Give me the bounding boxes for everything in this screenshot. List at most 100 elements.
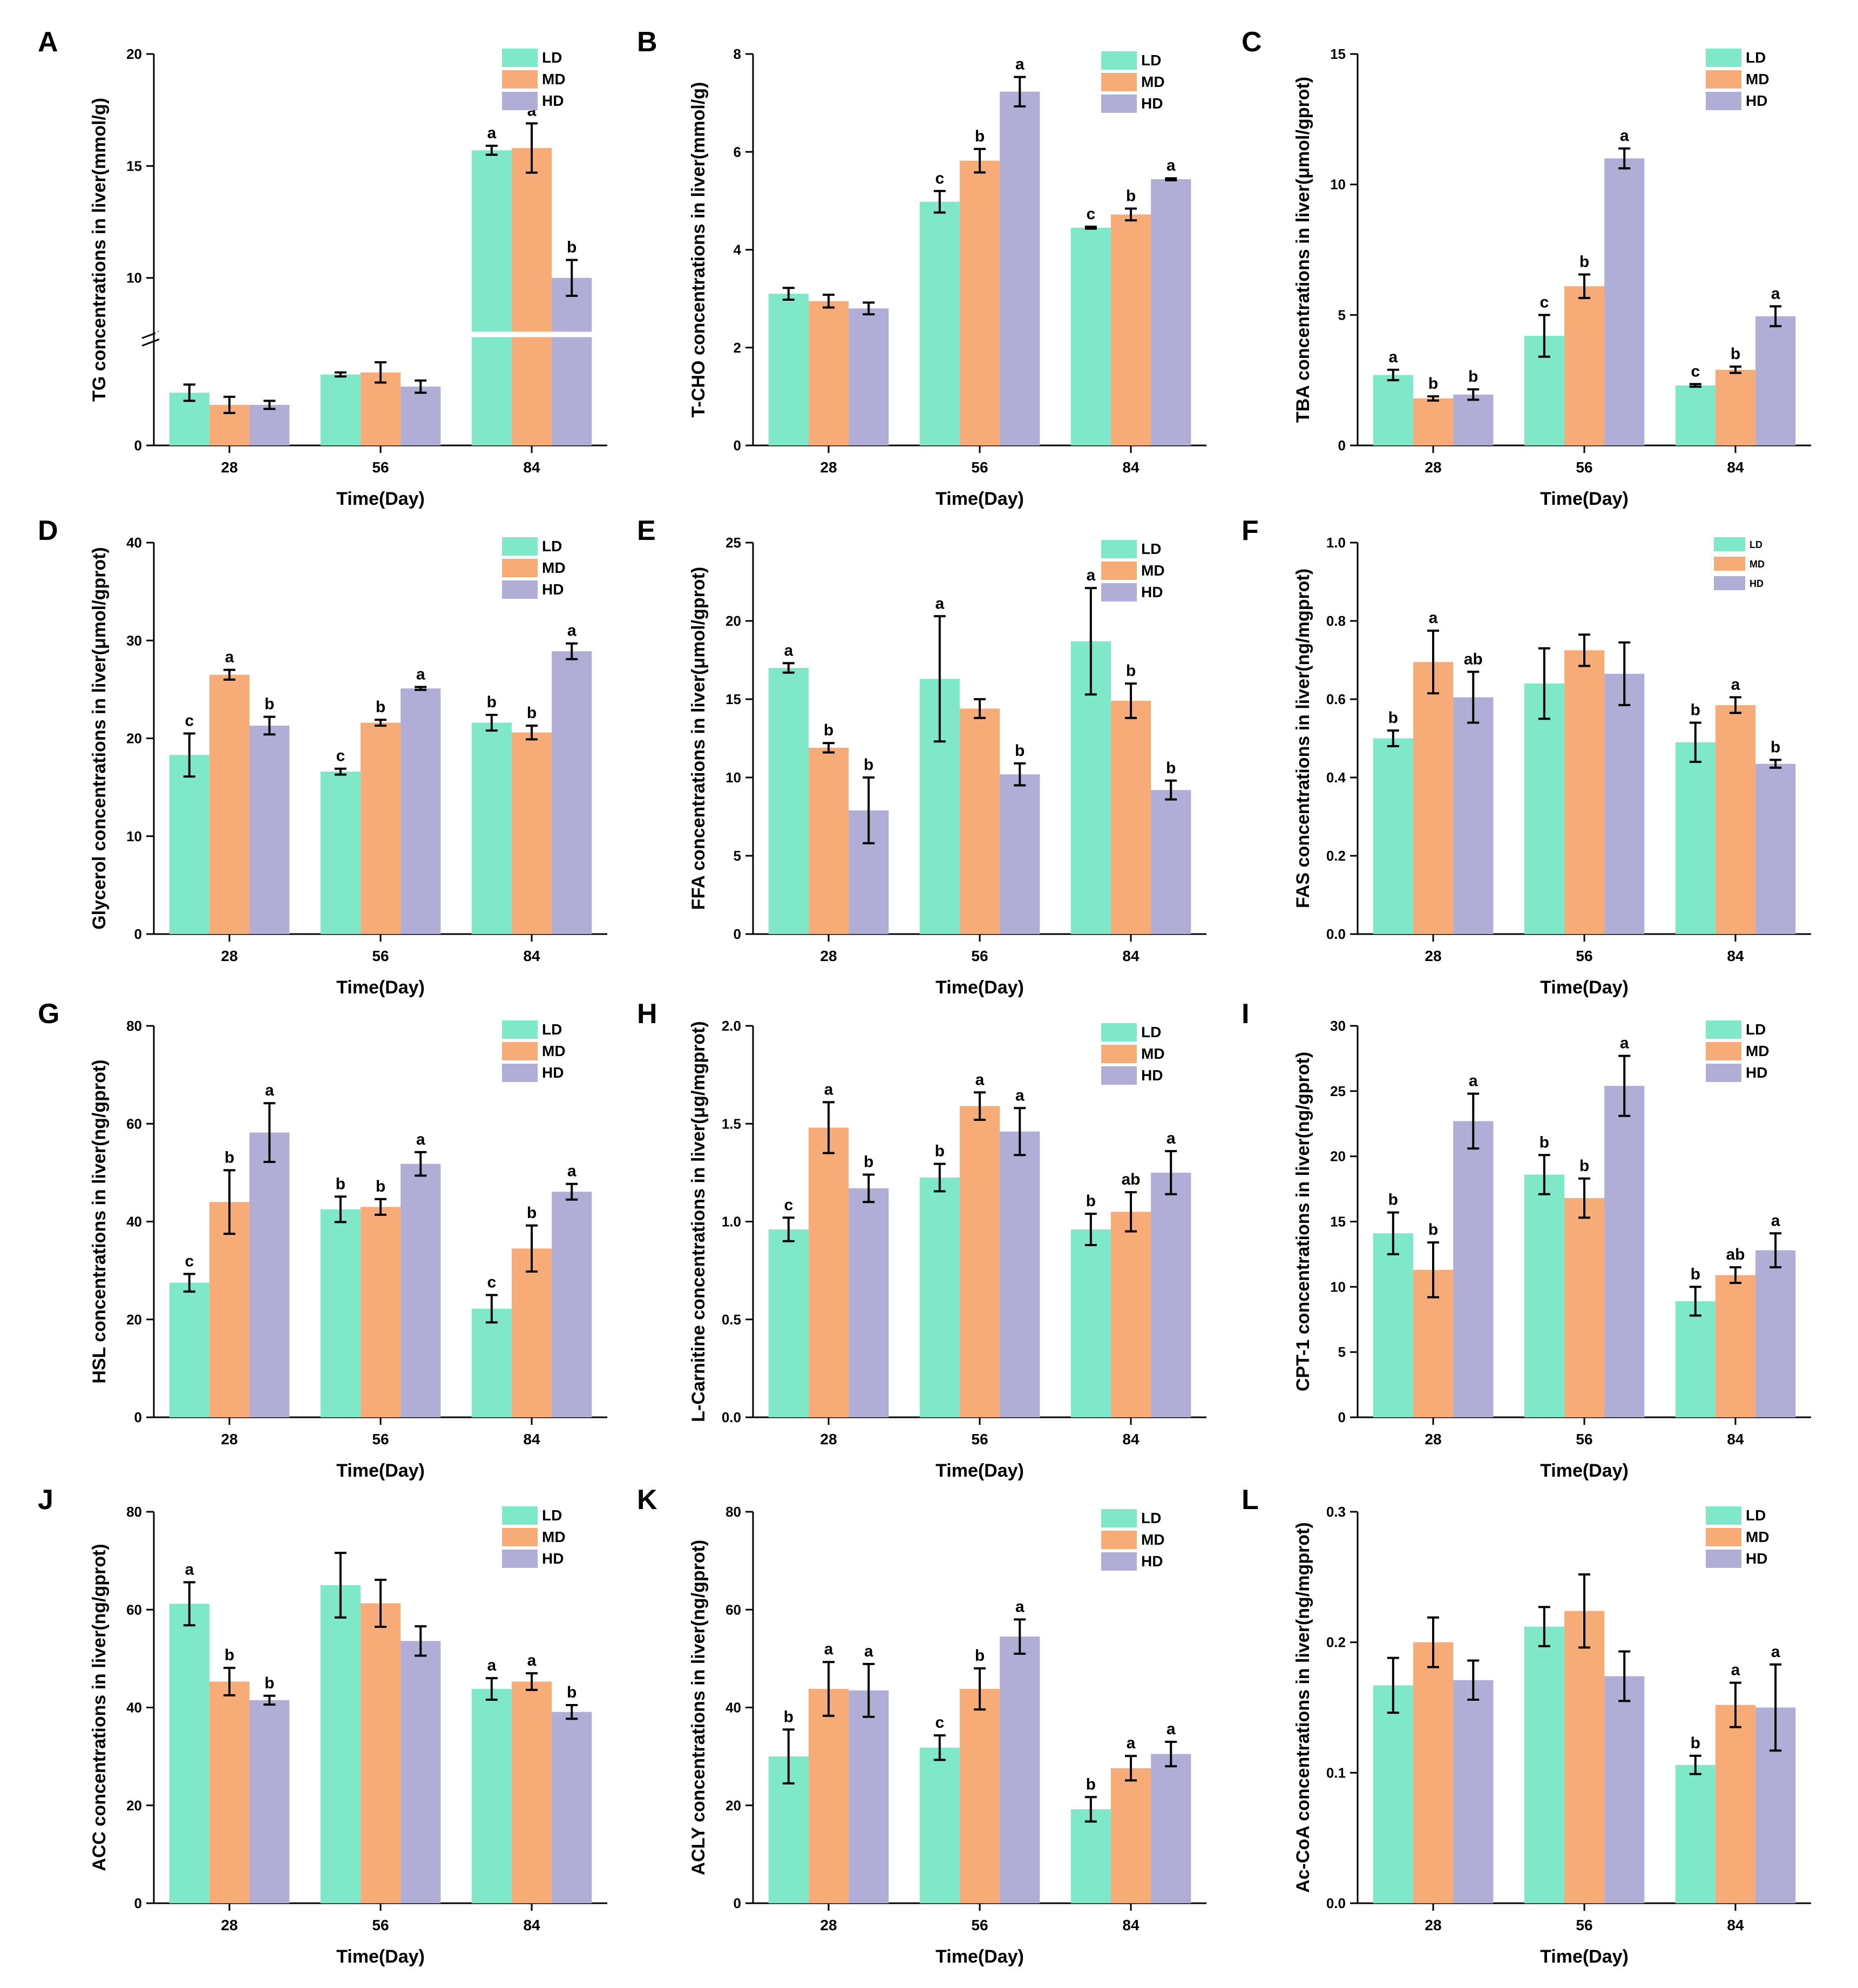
bar-MD-56 (1564, 1198, 1605, 1417)
y-tick-label: 0.2 (1326, 848, 1346, 864)
significance-letter: a (824, 1080, 833, 1098)
legend-label-MD: MD (542, 559, 566, 576)
significance-letter: b (935, 1142, 945, 1160)
bar-LD-28 (169, 1282, 209, 1417)
y-tick-label: 6 (734, 144, 741, 160)
panel-letter: L (1242, 1484, 1259, 1516)
y-tick-label: 20 (725, 1797, 741, 1814)
x-tick-label: 56 (971, 948, 988, 964)
significance-letter: b (784, 1708, 794, 1726)
legend-swatch-LD (1101, 1023, 1137, 1042)
x-tick-label: 84 (1122, 1431, 1140, 1448)
significance-letter: a (1771, 285, 1780, 302)
bar-LD-84 (471, 150, 512, 445)
bar-HD-28 (849, 1188, 889, 1417)
bar-MD-84 (1715, 1705, 1756, 1903)
y-tick-label: 10 (1330, 1279, 1346, 1295)
legend-swatch-HD (1101, 1066, 1137, 1085)
legend-swatch-HD (1101, 583, 1137, 601)
x-axis-title: Time(Day) (336, 489, 425, 509)
panel-letter: J (38, 1484, 53, 1516)
significance-letter: ab (1121, 1171, 1140, 1188)
significance-letter: a (784, 641, 793, 659)
legend-swatch-HD (502, 1550, 538, 1568)
significance-letter: c (185, 1252, 194, 1270)
bar-MD-56 (360, 1603, 401, 1903)
bar-HD-84 (1151, 1172, 1191, 1417)
bar-LD-56 (919, 201, 960, 445)
bar-HD-28 (249, 1132, 290, 1417)
y-tick-label: 0 (734, 926, 741, 942)
significance-letter: a (1731, 1661, 1740, 1679)
significance-letter: a (1015, 56, 1025, 73)
bar-LD-56 (320, 374, 361, 445)
legend-swatch-LD (1706, 1020, 1741, 1039)
bar-HD-28 (849, 308, 889, 445)
legend-label-HD: HD (542, 1064, 564, 1081)
panel-letter: K (637, 1484, 657, 1516)
significance-letter: b (1015, 742, 1025, 760)
x-axis-title: Time(Day) (336, 977, 425, 998)
y-tick-label: 0.0 (722, 1409, 741, 1425)
significance-letter: b (1388, 709, 1398, 727)
x-tick-label: 56 (1576, 1431, 1592, 1448)
legend-swatch-LD (502, 537, 538, 556)
legend-swatch-MD (1706, 1528, 1741, 1546)
x-tick-label: 56 (372, 948, 389, 964)
legend-label-LD: LD (1746, 1021, 1766, 1038)
bar-LD-84 (471, 1308, 512, 1417)
bar-LD-56 (1524, 1626, 1564, 1903)
y-tick-label: 20 (725, 613, 741, 629)
y-tick-label: 30 (1330, 1018, 1346, 1034)
y-tick-label: 10 (725, 769, 741, 786)
legend-label-MD: MD (542, 71, 566, 87)
y-tick-label: 1.0 (1326, 535, 1346, 551)
x-tick-label: 56 (1576, 948, 1592, 964)
x-axis-title: Time(Day) (336, 1460, 425, 1481)
significance-letter: c (935, 1714, 944, 1732)
x-tick-label: 56 (372, 1431, 389, 1448)
y-tick-label: 1.5 (722, 1115, 741, 1132)
legend-label-LD: LD (1141, 52, 1161, 69)
significance-letter: b (1468, 368, 1478, 386)
x-axis-title: Time(Day) (935, 977, 1024, 998)
bar-HD-84 (552, 1192, 592, 1417)
legend-label-HD: HD (1746, 1064, 1767, 1081)
y-tick-label: 10 (1330, 177, 1346, 193)
y-tick-label: 0.4 (1326, 769, 1346, 786)
significance-letter: b (1126, 662, 1136, 680)
legend-label-MD: MD (1746, 71, 1769, 87)
y-tick-label: 20 (126, 1797, 142, 1814)
panel-letter: E (637, 515, 656, 546)
y-tick-label: 1.0 (722, 1214, 741, 1230)
y-tick-label: 60 (725, 1601, 741, 1618)
panel-B: 0 2 4 6 8 28 56 c b a 84 c b a Time(Day) T-CHO concentr… (637, 26, 1206, 509)
legend-label-HD: HD (1746, 92, 1767, 109)
bar-LD-28 (1373, 738, 1413, 934)
y-tick-label: 2 (734, 340, 741, 356)
legend-label-MD: MD (1141, 562, 1165, 579)
x-tick-label: 84 (1727, 1431, 1744, 1448)
significance-letter: a (1127, 1734, 1136, 1752)
significance-letter: b (1428, 1221, 1438, 1239)
bar-LD-84 (471, 1689, 512, 1903)
y-axis-title: TG concentrations in liver(mmol/g) (89, 98, 110, 402)
y-axis-title: HSL concentrations in liver(ng/gprot) (89, 1059, 110, 1383)
legend-swatch-HD (1714, 576, 1745, 590)
bar-HD-84 (1755, 763, 1796, 934)
y-axis-title: Ac-CoA concentrations in liver(ng/mgprot… (1293, 1522, 1313, 1892)
y-axis-title: T-CHO concentrations in liver(mmol/g) (688, 82, 709, 418)
bar-LD-84 (1070, 1809, 1111, 1903)
significance-letter: a (1620, 127, 1629, 145)
significance-letter: b (527, 1204, 537, 1222)
legend-swatch-MD (502, 559, 538, 577)
bar-HD-56 (1000, 774, 1040, 934)
panel-letter: F (1242, 515, 1259, 546)
x-tick-label: 28 (221, 1917, 238, 1933)
x-tick-label: 84 (523, 459, 540, 476)
y-tick-label: 0.5 (722, 1311, 741, 1328)
significance-letter: a (1086, 566, 1095, 584)
y-tick-label: 20 (126, 46, 142, 62)
legend-swatch-HD (1706, 1550, 1741, 1568)
